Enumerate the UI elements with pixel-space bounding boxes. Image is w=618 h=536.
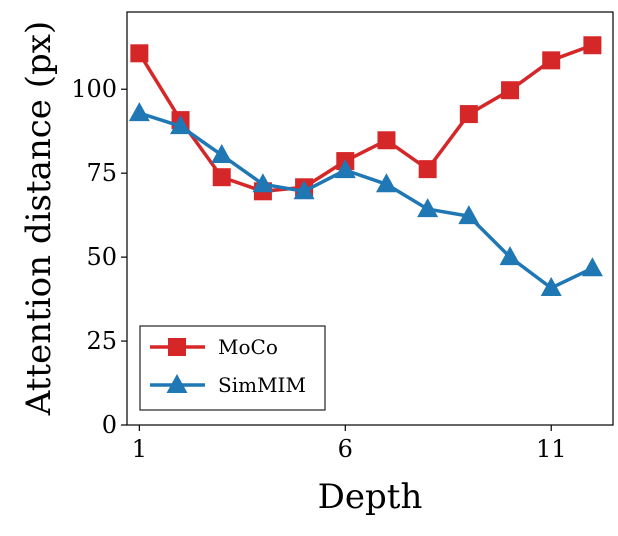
data-point — [375, 173, 397, 193]
data-point — [377, 131, 396, 150]
y-tick-label: 50 — [86, 243, 117, 271]
data-point — [540, 277, 562, 297]
y-tick-label: 0 — [102, 411, 117, 439]
legend-item-moco: MoCo — [150, 335, 278, 359]
data-point — [501, 81, 520, 100]
plot-marks — [128, 36, 603, 297]
series-line — [138, 111, 594, 291]
y-tick-label: 25 — [86, 327, 117, 355]
data-point — [130, 44, 149, 63]
plot-frame — [126, 11, 614, 426]
x-axis-label: Depth — [318, 477, 423, 517]
series-line — [137, 43, 594, 194]
legend: MoCo SimMIM — [139, 325, 326, 411]
data-point — [211, 144, 233, 164]
data-point — [542, 51, 561, 70]
series-simmim — [128, 102, 603, 297]
data-point — [583, 36, 602, 55]
data-point — [252, 173, 274, 193]
y-axis-ticks: 0 25 50 75 100 — [71, 75, 127, 439]
data-point — [499, 246, 521, 266]
data-point — [418, 160, 437, 179]
series-moco — [130, 36, 602, 201]
y-axis-label: Attention distance (px) — [19, 21, 59, 416]
legend-label: SimMIM — [218, 373, 306, 397]
data-point — [293, 180, 315, 200]
data-point — [458, 205, 480, 225]
data-point — [334, 159, 356, 179]
legend-marker — [166, 374, 188, 393]
data-point — [170, 115, 192, 135]
data-point — [417, 198, 439, 218]
legend-item-simmim: SimMIM — [150, 373, 306, 397]
data-point — [128, 102, 150, 122]
y-tick-label: 75 — [86, 159, 117, 187]
data-point — [581, 257, 603, 277]
legend-marker — [168, 338, 186, 356]
data-point — [459, 105, 478, 124]
y-tick-label: 100 — [71, 75, 117, 103]
x-tick-label: 1 — [132, 435, 147, 463]
x-tick-label: 11 — [536, 435, 567, 463]
x-tick-label: 6 — [338, 435, 353, 463]
legend-label: MoCo — [218, 335, 278, 359]
data-point — [212, 168, 231, 187]
x-axis-ticks: 1 6 11 — [132, 425, 567, 463]
